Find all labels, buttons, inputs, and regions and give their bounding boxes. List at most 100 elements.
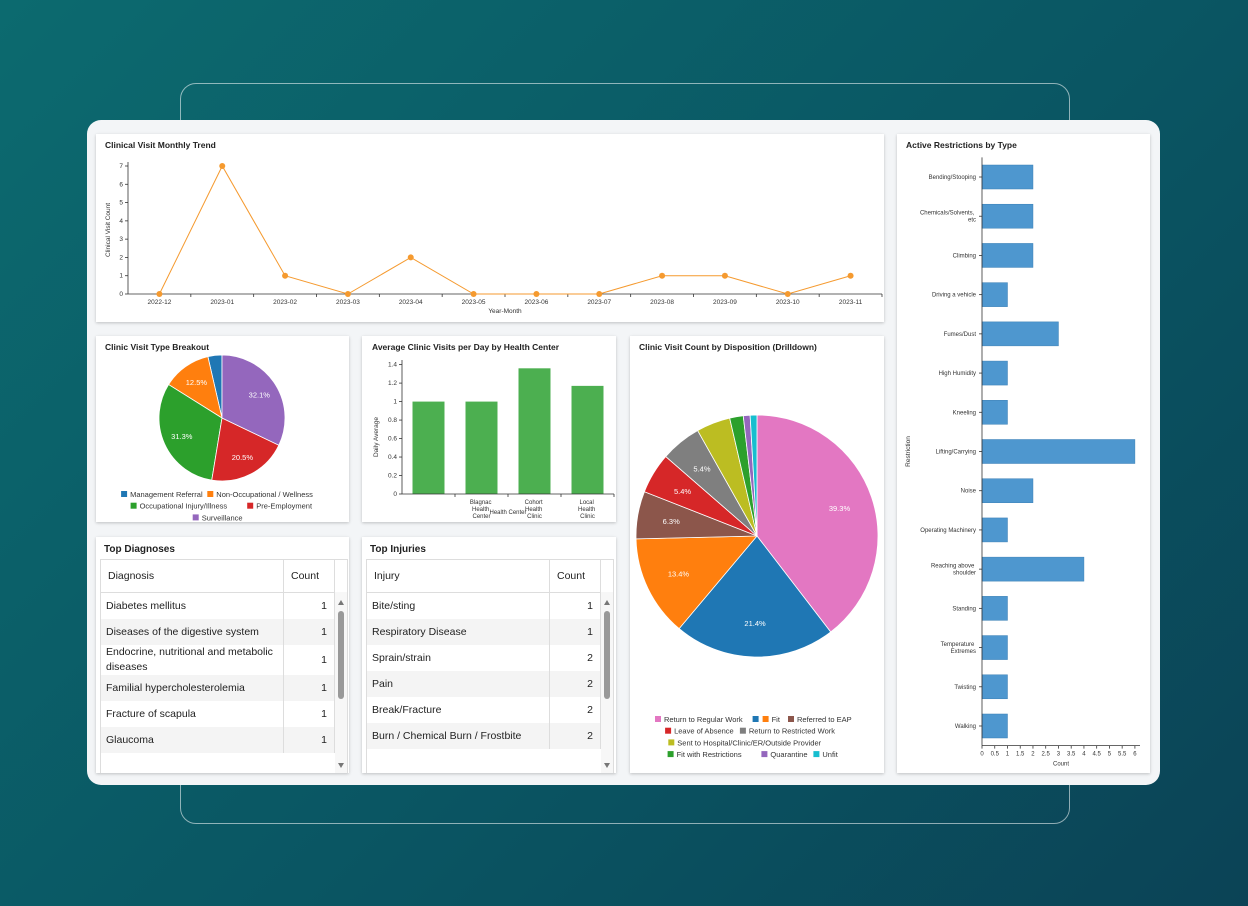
bar-chart: Active Restrictions by Type Bending/Stoo… xyxy=(905,140,1140,768)
bar xyxy=(981,517,1008,543)
point xyxy=(784,291,791,297)
chart-title: Active Restrictions by Type xyxy=(906,140,1017,150)
table-cell: Endocrine, nutritional and metabolic dis… xyxy=(101,645,284,675)
y-tick-label: 1.4 xyxy=(388,362,397,369)
table-cell: 1 xyxy=(283,645,335,675)
table: Diagnosis Count Diabetes mellitus 1 Diseases… xyxy=(101,560,335,753)
y-tick-label: 2 xyxy=(119,254,123,261)
y-tick-label: Noise xyxy=(961,489,977,495)
table-row: Endocrine, nutritional and metabolic dis… xyxy=(101,645,335,675)
x-tick-label: 2 xyxy=(1031,752,1035,758)
table-cell: 2 xyxy=(549,697,601,723)
slice-label: 39.3% xyxy=(829,504,851,513)
slice-label: 21.4% xyxy=(744,619,766,628)
point xyxy=(847,272,854,279)
chart-title: Clinical Visit Monthly Trend xyxy=(105,140,216,150)
point xyxy=(407,254,414,261)
legend-swatch xyxy=(788,716,794,722)
y-tick-label: Temperature Extremes xyxy=(941,642,976,655)
slice-label: 32.1% xyxy=(249,390,271,399)
scroll-up xyxy=(338,600,344,605)
x-tick-label: 0 xyxy=(980,752,984,758)
x-tick-label: 4.5 xyxy=(1093,752,1102,758)
table-cell: Break/Fracture xyxy=(367,697,550,723)
legend-label: Unfit xyxy=(822,750,838,759)
table-cell: Respiratory Disease xyxy=(367,619,550,645)
point xyxy=(659,272,666,279)
legend-swatch xyxy=(130,502,137,509)
scrollbar xyxy=(601,592,613,773)
x-tick-label: 2023-05 xyxy=(462,299,486,306)
x-tick-label: 5.5 xyxy=(1118,752,1127,758)
legend-swatch xyxy=(762,716,769,722)
table-row: Familial hypercholesterolemia 1 xyxy=(101,675,335,701)
table-panel: Top Diagnoses Diagnosis Count Diabetes mel… xyxy=(96,537,349,773)
x-tick-label: 2023-02 xyxy=(273,299,297,306)
x-axis-label: Count xyxy=(1053,762,1069,768)
bar xyxy=(981,674,1008,700)
x-tick-label: 0.5 xyxy=(991,752,1000,758)
legend-label: Non-Occupational / Wellness xyxy=(216,490,313,499)
legend-swatch xyxy=(739,727,746,734)
x-tick-label: 2023-09 xyxy=(713,299,737,306)
table-row: Break/Fracture 2 xyxy=(367,697,601,723)
legend-swatch xyxy=(761,751,768,758)
bar xyxy=(465,401,498,494)
y-tick-label: 0 xyxy=(393,491,397,498)
legend-swatch xyxy=(655,716,661,722)
legend-label: Return to Restricted Work xyxy=(749,727,835,736)
table-row: Respiratory Disease 1 xyxy=(367,619,601,645)
column-header: Count xyxy=(283,560,335,593)
legend-swatch xyxy=(247,502,254,509)
table-cell: 1 xyxy=(549,592,601,619)
table-cell: Diseases of the digestive system xyxy=(101,619,284,645)
y-tick-label: 0 xyxy=(119,291,123,298)
legend-label: Sent to Hospital/Clinic/ER/Outside Provi… xyxy=(677,738,821,747)
y-tick-label: 1 xyxy=(393,399,397,406)
table: Injury Count Bite/sting 1 Respiratory Diseas… xyxy=(367,560,601,749)
y-tick-label: Twisting xyxy=(954,685,976,691)
table-cell: 2 xyxy=(549,671,601,697)
bar xyxy=(412,401,445,494)
y-axis-label: Daily Average xyxy=(373,417,380,457)
slice-label: 31.3% xyxy=(171,432,193,441)
point xyxy=(533,291,540,297)
legend-label: Surveillance xyxy=(202,513,243,522)
table-title: Top Diagnoses xyxy=(104,544,175,555)
x-tick-label: 2023-06 xyxy=(524,299,548,306)
legend-label: Referred to EAP xyxy=(797,715,852,724)
table-panel: Top Injuries Injury Count Bite/sting 1 Respi… xyxy=(362,537,616,773)
chart-title: Average Clinic Visits per Day by Health … xyxy=(372,342,560,352)
column-header: Injury xyxy=(367,560,550,593)
table-container: Diagnosis Count Diabetes mellitus 1 Diseases… xyxy=(100,559,348,773)
x-tick-label: 2023-07 xyxy=(587,299,611,306)
bar xyxy=(981,635,1008,660)
legend-swatch xyxy=(752,716,759,722)
table-cell: 2 xyxy=(549,723,601,749)
chart-title: Clinic Visit Count by Disposition (Drill… xyxy=(639,342,817,352)
legend-label: Occupational Injury/Illness xyxy=(140,502,228,511)
header-row: Diagnosis Count xyxy=(101,560,335,593)
pie-slice xyxy=(221,354,286,446)
scrollbar-header xyxy=(335,560,347,593)
scroll-thumb xyxy=(338,611,344,699)
y-tick-label: 6 xyxy=(119,181,123,188)
x-axis-label: Year-Month xyxy=(488,308,522,315)
bar xyxy=(981,556,1085,582)
pie-slice xyxy=(749,414,758,537)
table-cell: Diabetes mellitus xyxy=(101,592,284,619)
x-tick-label: 1.5 xyxy=(1016,752,1025,758)
table-row: Pain 2 xyxy=(367,671,601,697)
x-tick-label: 5 xyxy=(1108,752,1112,758)
x-tick-label: 2023-08 xyxy=(650,299,674,306)
header-row: Injury Count xyxy=(367,560,601,593)
bar xyxy=(981,321,1059,347)
bar xyxy=(981,282,1008,307)
table-row: Diseases of the digestive system 1 xyxy=(101,619,335,645)
legend-swatch xyxy=(667,751,674,758)
slice-label: 5.4% xyxy=(693,464,710,473)
legend-swatch xyxy=(668,739,675,746)
pie-slice xyxy=(756,414,879,633)
y-tick-label: Operating Machinery xyxy=(920,528,976,534)
